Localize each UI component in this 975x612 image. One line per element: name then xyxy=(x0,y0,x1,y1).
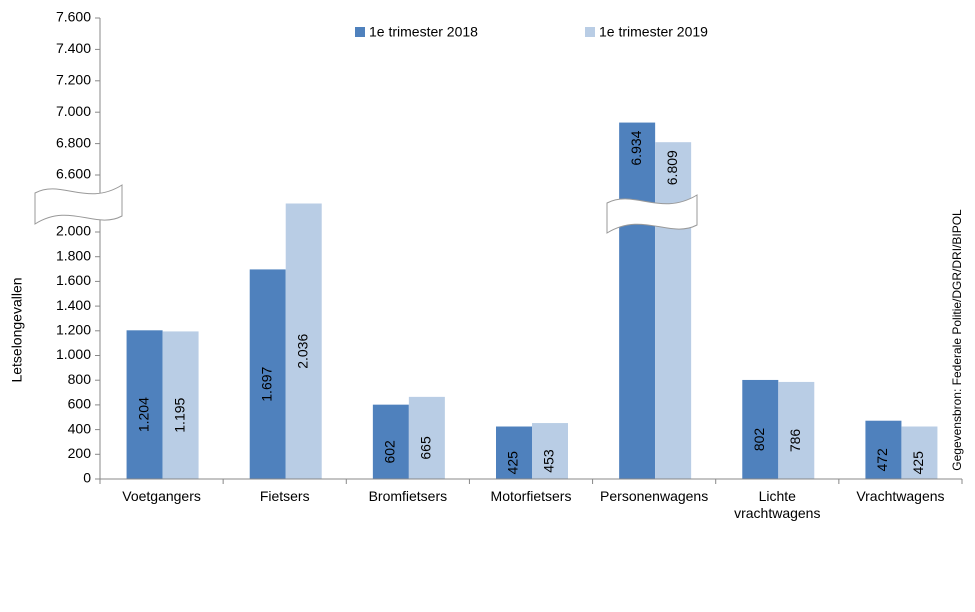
bar xyxy=(285,203,322,479)
bar xyxy=(408,396,445,479)
bar xyxy=(742,379,779,479)
x-tick-label: Lichte vrachtwagens xyxy=(734,488,821,521)
value-label: 1.204 xyxy=(135,397,151,432)
y-tick-label: 7.000 xyxy=(56,103,91,119)
bar xyxy=(532,423,568,479)
y-tick-label: 7.600 xyxy=(56,9,91,25)
value-label: 2.036 xyxy=(294,334,310,369)
y-tick-label: 1.800 xyxy=(56,247,91,263)
y-axis-label: Letselongevallen xyxy=(9,277,25,382)
legend-swatch xyxy=(585,27,595,37)
bar xyxy=(249,269,286,479)
x-tick-label-box: Bromfietsers xyxy=(368,488,448,504)
bar xyxy=(496,426,532,479)
x-tick-label-box: Motorfietsers xyxy=(490,488,572,504)
bar xyxy=(619,122,656,479)
y-tick-label: 800 xyxy=(68,371,92,387)
y-tick-label: 600 xyxy=(68,396,92,412)
y-tick-label: 200 xyxy=(68,445,92,461)
x-tick-label-box: Fietsers xyxy=(259,488,310,504)
plot xyxy=(126,122,938,479)
value-label: 665 xyxy=(418,436,434,460)
legend-swatch xyxy=(355,27,365,37)
y-tick-label: 6.600 xyxy=(56,166,91,182)
x-tick-label: Fietsers xyxy=(259,488,310,504)
axis-break xyxy=(34,184,123,225)
bar xyxy=(162,331,199,479)
bar xyxy=(865,420,902,479)
y-tick-label: 0 xyxy=(83,470,91,486)
x-tick-label: Bromfietsers xyxy=(368,488,448,504)
value-label: 1.195 xyxy=(171,397,187,432)
y-tick-label: 1.600 xyxy=(56,272,91,288)
y-tick-label: 400 xyxy=(68,420,92,436)
bar xyxy=(901,426,938,479)
y-tick-label: 1.400 xyxy=(56,297,91,313)
x-tick-label: Voetgangers xyxy=(122,488,201,504)
x-tick-label: Motorfietsers xyxy=(490,488,572,504)
bar xyxy=(126,330,163,479)
y-tick-label: 1.200 xyxy=(56,322,91,338)
bar xyxy=(778,381,815,479)
value-label: 802 xyxy=(751,428,767,452)
value-label: 1.697 xyxy=(258,366,274,401)
source: Gegevensbron: Federale Politie/DGR/DRI/B… xyxy=(950,209,964,471)
value-label: 6.809 xyxy=(664,150,680,185)
bar xyxy=(655,142,692,479)
x-tick-label-box: Voetgangers xyxy=(122,488,201,504)
y-tick-label: 1.000 xyxy=(56,346,91,362)
legend-label: 1e trimester 2019 xyxy=(599,24,708,40)
axis-break xyxy=(606,194,698,234)
value-label: 602 xyxy=(382,440,398,464)
value-label: 786 xyxy=(787,429,803,453)
legend-label: 1e trimester 2018 xyxy=(369,24,478,40)
y-tick-label: 2.000 xyxy=(56,223,91,239)
value-label: 425 xyxy=(505,451,521,475)
value-label: 425 xyxy=(910,451,926,475)
value-label: 6.934 xyxy=(628,130,644,165)
x-tick-label-box: Lichte vrachtwagens xyxy=(734,488,821,521)
y-tick-label: 6.800 xyxy=(56,134,91,150)
bar xyxy=(372,404,409,479)
x-tick-label: Personenwagens xyxy=(600,488,709,504)
y-tick-label: 7.200 xyxy=(56,72,91,88)
x-tick-label-box: Vrachtwagens xyxy=(856,488,945,504)
value-label: 472 xyxy=(874,448,890,472)
x-tick-label-box: Personenwagens xyxy=(600,488,709,504)
value-label: 453 xyxy=(541,449,557,473)
x-tick-label: Vrachtwagens xyxy=(856,488,945,504)
y-tick-label: 7.400 xyxy=(56,40,91,56)
